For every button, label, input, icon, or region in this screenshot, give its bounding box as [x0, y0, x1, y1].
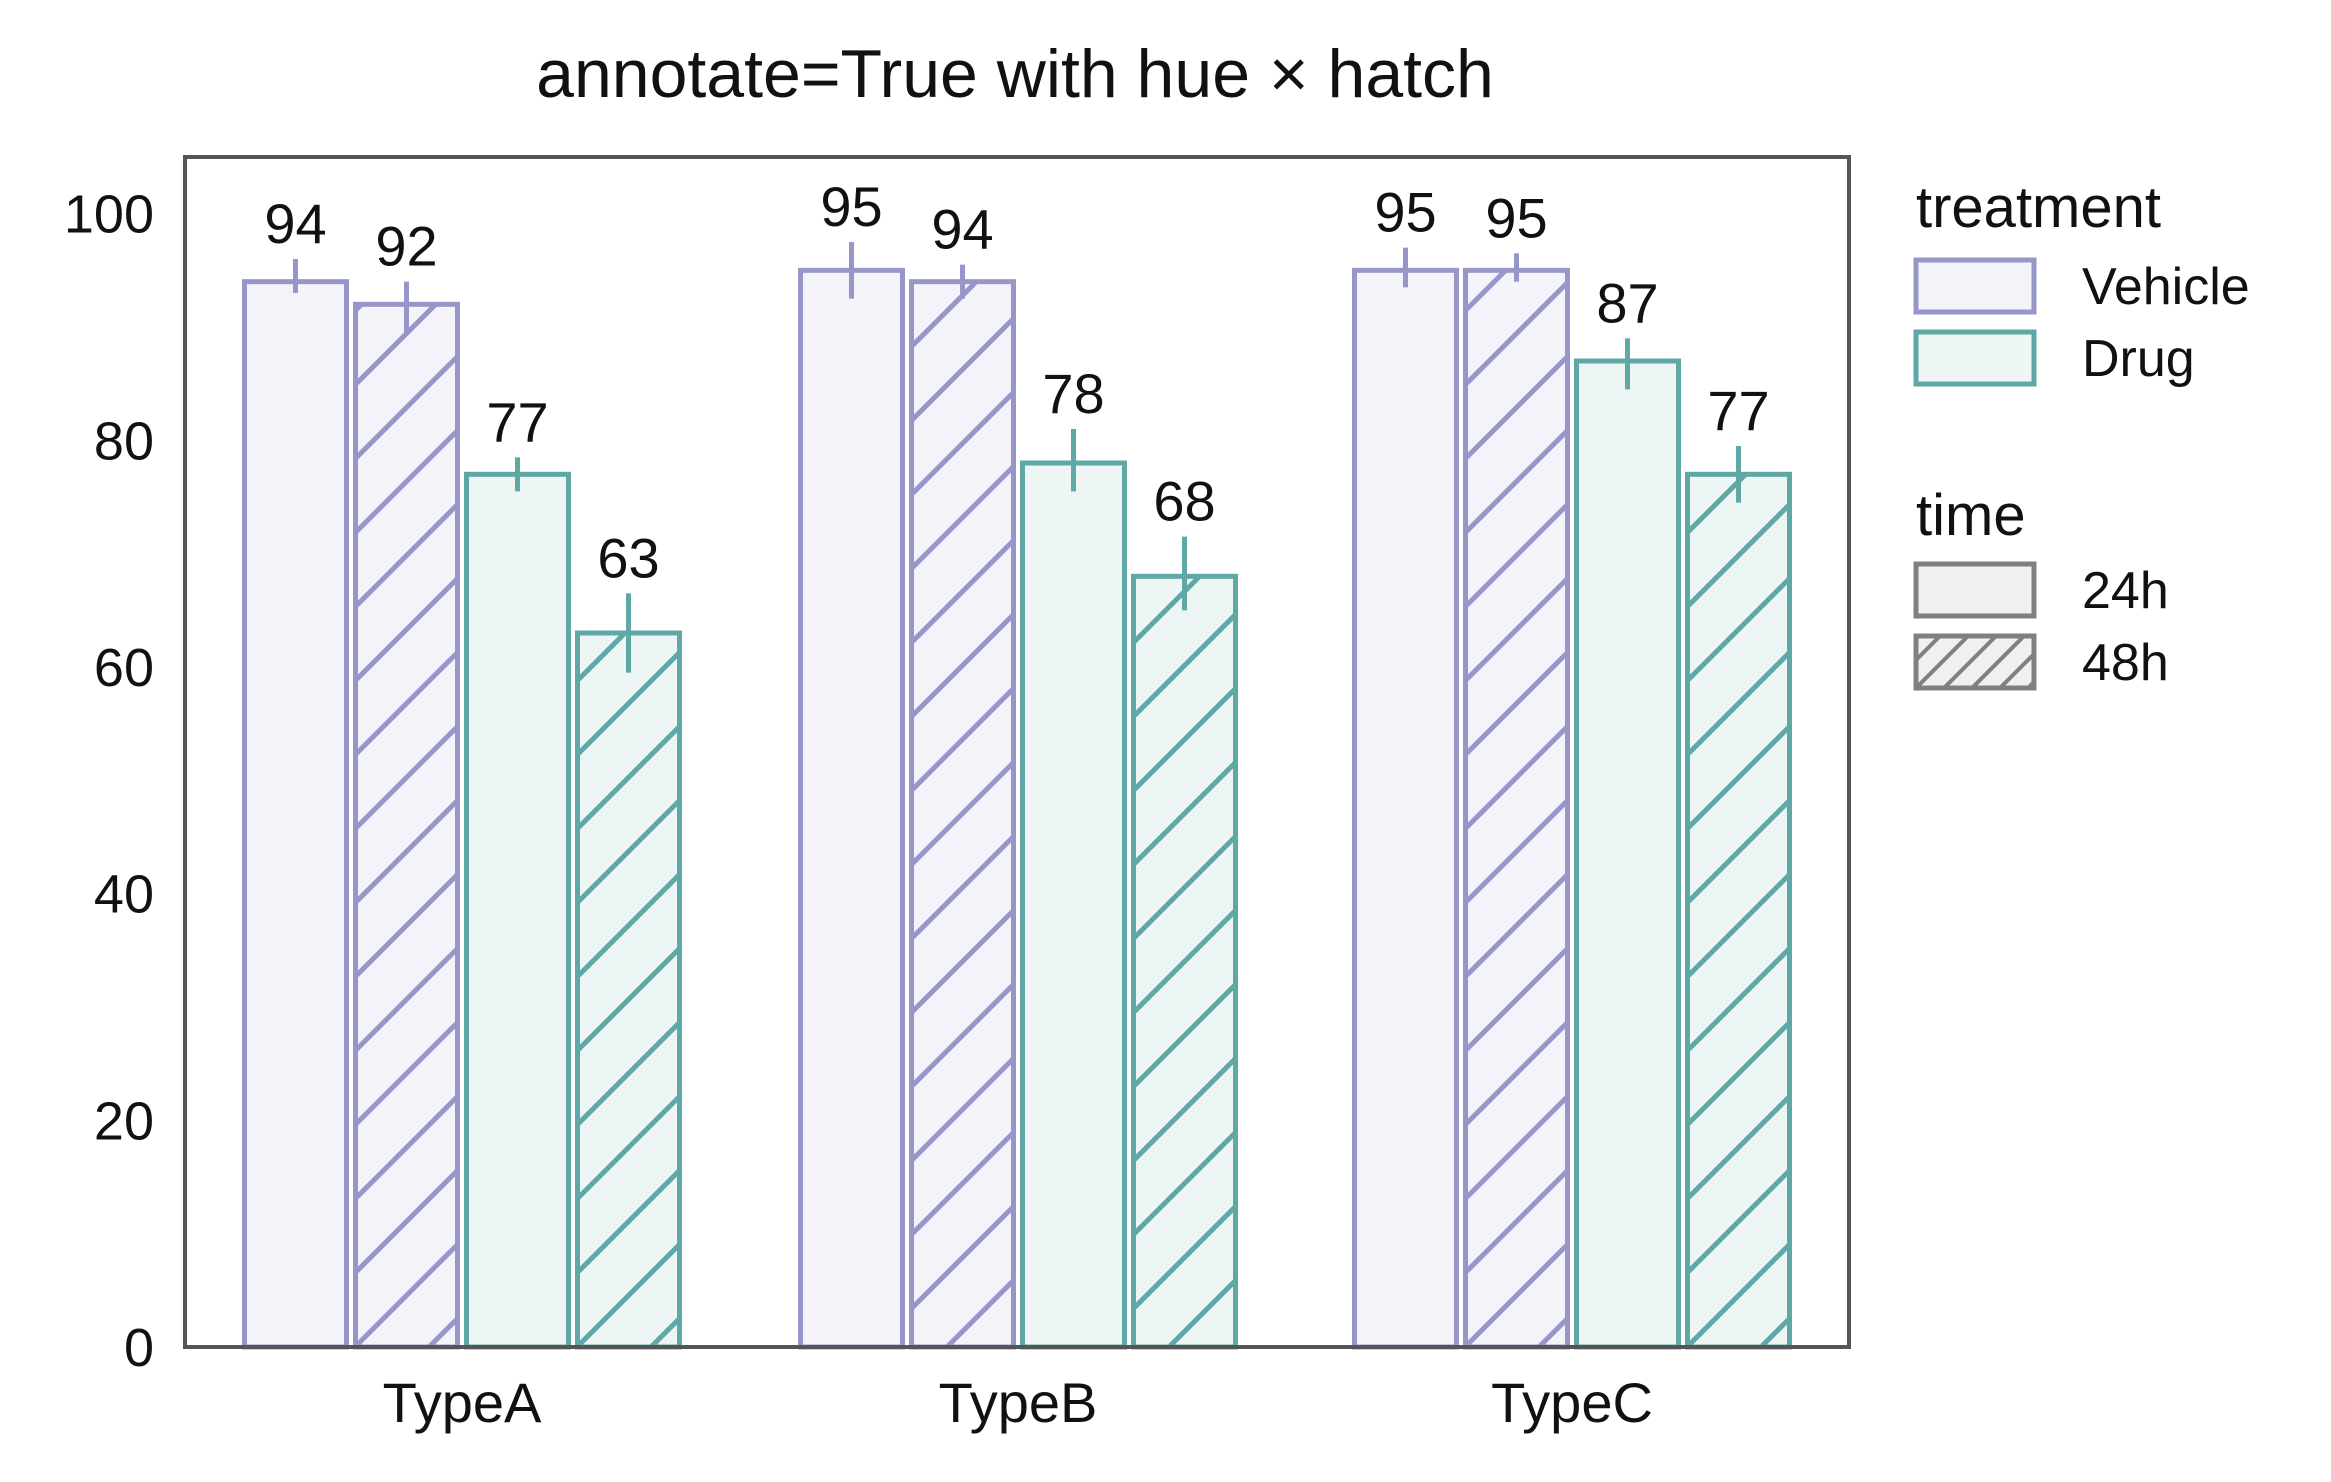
y-tick-label: 100	[64, 185, 154, 245]
y-axis-ticks: 0 20 40 60 80 100	[64, 185, 154, 1378]
bar	[1020, 460, 1127, 1350]
x-tick-label: TypeA	[383, 1371, 542, 1434]
x-axis-ticks: TypeA TypeB TypeC	[383, 1371, 1653, 1434]
y-tick-label: 80	[94, 411, 154, 471]
bar	[1574, 358, 1681, 1350]
bar	[798, 267, 905, 1350]
data-label: 95	[1485, 186, 1547, 249]
legend-title-time: time	[1916, 483, 2026, 548]
data-label: 77	[486, 390, 548, 453]
y-tick-label: 0	[124, 1318, 154, 1378]
y-tick-label: 40	[94, 865, 154, 925]
x-tick-label: TypeC	[1491, 1371, 1653, 1434]
data-label: 68	[1153, 470, 1215, 533]
data-label: 94	[264, 192, 326, 255]
bar	[242, 279, 349, 1350]
bar	[575, 630, 682, 1350]
data-label: 95	[820, 175, 882, 238]
legend-swatch	[1913, 257, 2037, 315]
bar	[353, 301, 460, 1350]
bar	[464, 471, 571, 1350]
data-labels-layer: 94 95 95 92 94 95 77 78 87 63 68 77	[264, 175, 1769, 589]
legend-swatch	[1913, 329, 2037, 387]
data-label: 87	[1596, 271, 1658, 334]
y-tick-label: 20	[94, 1091, 154, 1151]
bar	[1131, 573, 1238, 1350]
legend-label: 24h	[2082, 562, 2169, 620]
bar	[1352, 267, 1459, 1350]
legend-swatch	[1913, 561, 2037, 619]
legend-swatch	[1913, 633, 2037, 691]
bar	[909, 279, 1016, 1350]
chart-title: annotate=True with hue × hatch	[536, 36, 1494, 112]
bars-layer	[242, 267, 1792, 1350]
y-tick-label: 60	[94, 638, 154, 698]
legend-label: Vehicle	[2082, 258, 2250, 316]
data-label: 95	[1374, 181, 1436, 244]
legend: treatment Vehicle Drug time 24h 48h	[1913, 175, 2250, 692]
data-label: 94	[931, 198, 993, 261]
data-label: 63	[597, 526, 659, 589]
axes-frame	[183, 155, 1851, 1349]
x-tick-label: TypeB	[939, 1371, 1098, 1434]
data-label: 77	[1707, 379, 1769, 442]
legend-label: Drug	[2082, 330, 2195, 388]
legend-title-treatment: treatment	[1916, 175, 2161, 240]
legend-label: 48h	[2082, 634, 2169, 692]
bar	[1463, 267, 1570, 1350]
data-label: 78	[1042, 362, 1104, 425]
bar	[1685, 471, 1792, 1350]
data-label: 92	[375, 215, 437, 278]
error-bars-layer	[293, 242, 1741, 673]
